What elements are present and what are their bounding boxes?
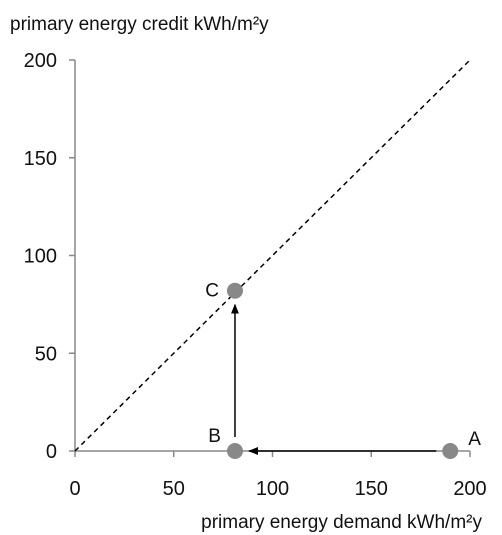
data-point-c: [226, 282, 243, 299]
point-label-c: C: [205, 281, 219, 302]
point-label-b: B: [208, 426, 221, 447]
x-tick-label: 0: [69, 478, 80, 500]
data-point-a: [442, 443, 459, 459]
y-axis-label: primary energy credit kWh/m²y: [10, 14, 269, 35]
x-tick-label: 150: [355, 478, 388, 500]
y-tick-label: 100: [24, 246, 57, 268]
data-point-b: [226, 443, 243, 459]
reference-line: [74, 59, 471, 452]
y-tick-label: 50: [35, 343, 57, 365]
y-tick-label: 0: [46, 441, 57, 463]
x-tick-label: 200: [453, 478, 486, 500]
y-tick-label: 200: [24, 50, 57, 72]
data-points: A B C: [205, 281, 481, 459]
y-tick-label: 150: [24, 148, 57, 170]
x-axis-label: primary energy demand kWh/m²y: [201, 512, 482, 533]
x-tick-label: 50: [163, 478, 185, 500]
y-ticks: 0 50 100 150 200: [24, 50, 75, 463]
x-tick-label: 100: [256, 478, 289, 500]
point-label-a: A: [468, 429, 481, 450]
x-ticks: 0 50 100 150 200: [69, 451, 487, 500]
